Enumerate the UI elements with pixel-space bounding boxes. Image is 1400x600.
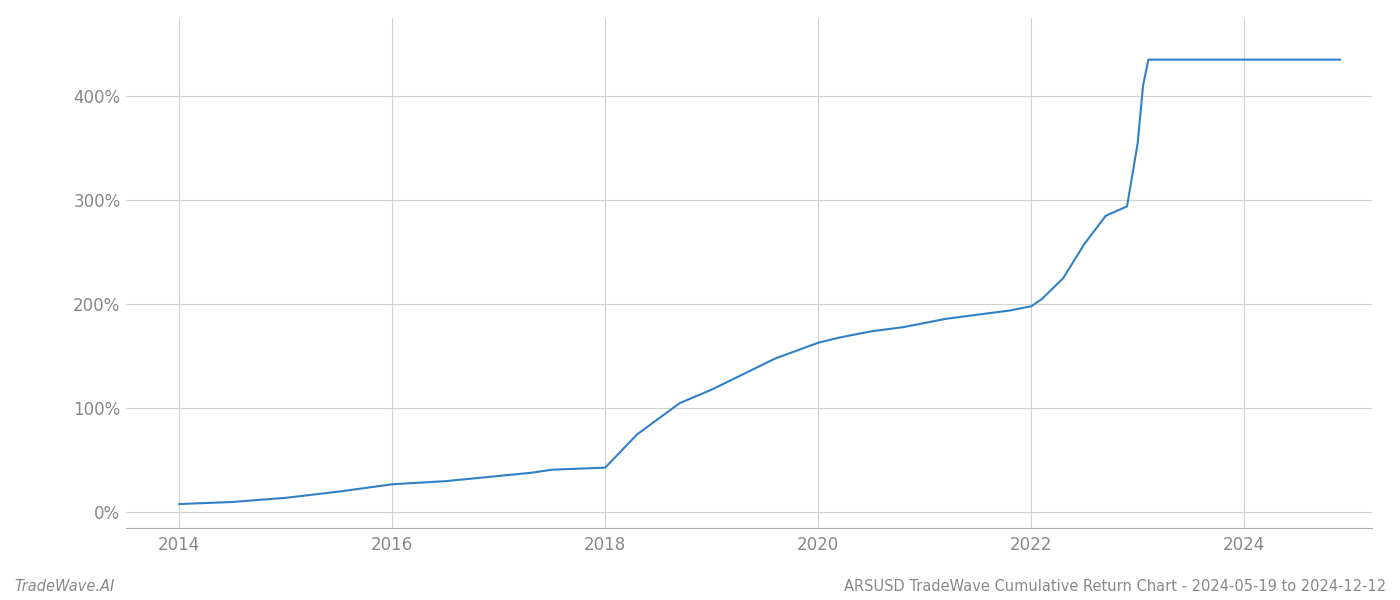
Text: TradeWave.AI: TradeWave.AI	[14, 579, 115, 594]
Text: ARSUSD TradeWave Cumulative Return Chart - 2024-05-19 to 2024-12-12: ARSUSD TradeWave Cumulative Return Chart…	[844, 579, 1386, 594]
